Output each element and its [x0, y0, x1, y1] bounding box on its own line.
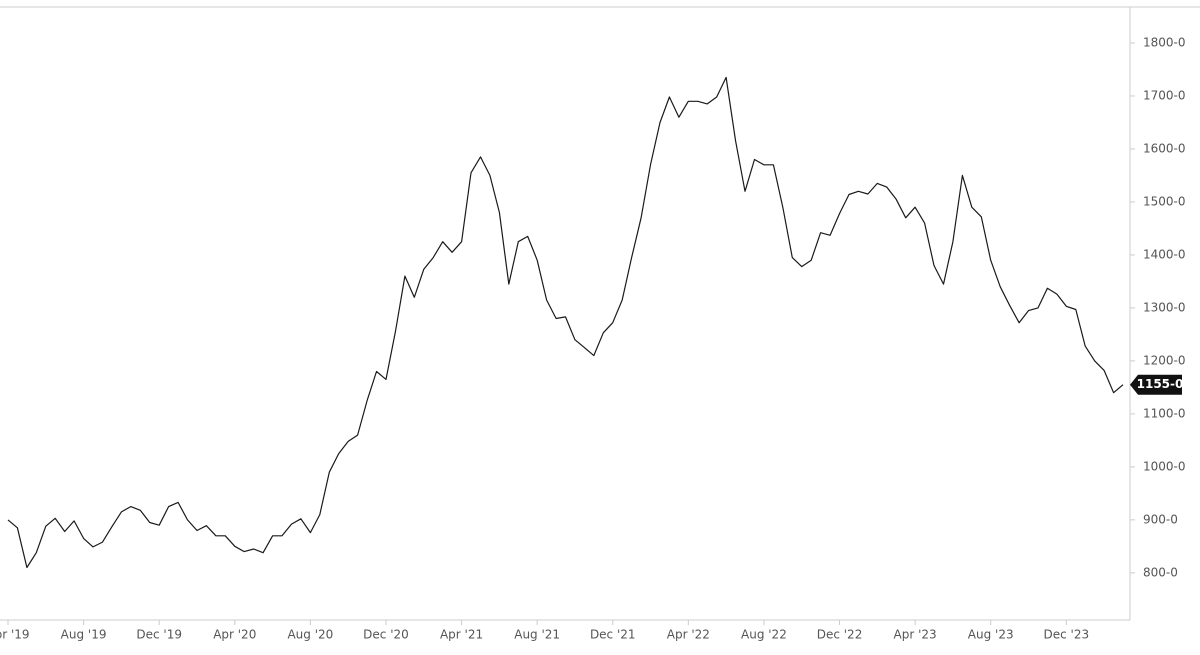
x-tick-label: Aug '19 — [61, 628, 107, 642]
x-tick-label: Dec '21 — [590, 628, 636, 642]
x-tick-label: Dec '22 — [817, 628, 863, 642]
x-tick-label: Apr '21 — [440, 628, 483, 642]
y-tick-label: 900-0 — [1143, 512, 1178, 526]
x-tick-label: Aug '22 — [741, 628, 787, 642]
last-value-marker — [1130, 374, 1182, 395]
x-tick-label: Dec '20 — [363, 628, 409, 642]
y-tick-label: 800-0 — [1143, 565, 1178, 579]
x-tick-label: Apr '20 — [213, 628, 256, 642]
x-tick-label: Dec '19 — [136, 628, 182, 642]
x-tick-label: Apr '19 — [0, 628, 30, 642]
x-tick-label: Aug '20 — [287, 628, 333, 642]
y-tick-label: 1100-0 — [1143, 406, 1186, 420]
y-tick-label: 1600-0 — [1143, 141, 1186, 155]
y-tick-label: 1500-0 — [1143, 194, 1186, 208]
x-tick-label: Apr '23 — [894, 628, 937, 642]
y-tick-label: 1700-0 — [1143, 88, 1186, 102]
x-tick-label: Aug '21 — [514, 628, 560, 642]
last-value-label: 1155-0 — [1137, 377, 1184, 391]
y-tick-label: 1400-0 — [1143, 247, 1186, 261]
y-tick-label: 1300-0 — [1143, 300, 1186, 314]
x-tick-label: Apr '22 — [667, 628, 710, 642]
x-tick-label: Aug '23 — [968, 628, 1014, 642]
price-line — [7, 76, 1124, 569]
y-tick-label: 1200-0 — [1143, 353, 1186, 367]
x-tick-label: Dec '23 — [1044, 628, 1090, 642]
y-tick-label: 1800-0 — [1143, 35, 1186, 49]
y-tick-label: 1000-0 — [1143, 459, 1186, 473]
